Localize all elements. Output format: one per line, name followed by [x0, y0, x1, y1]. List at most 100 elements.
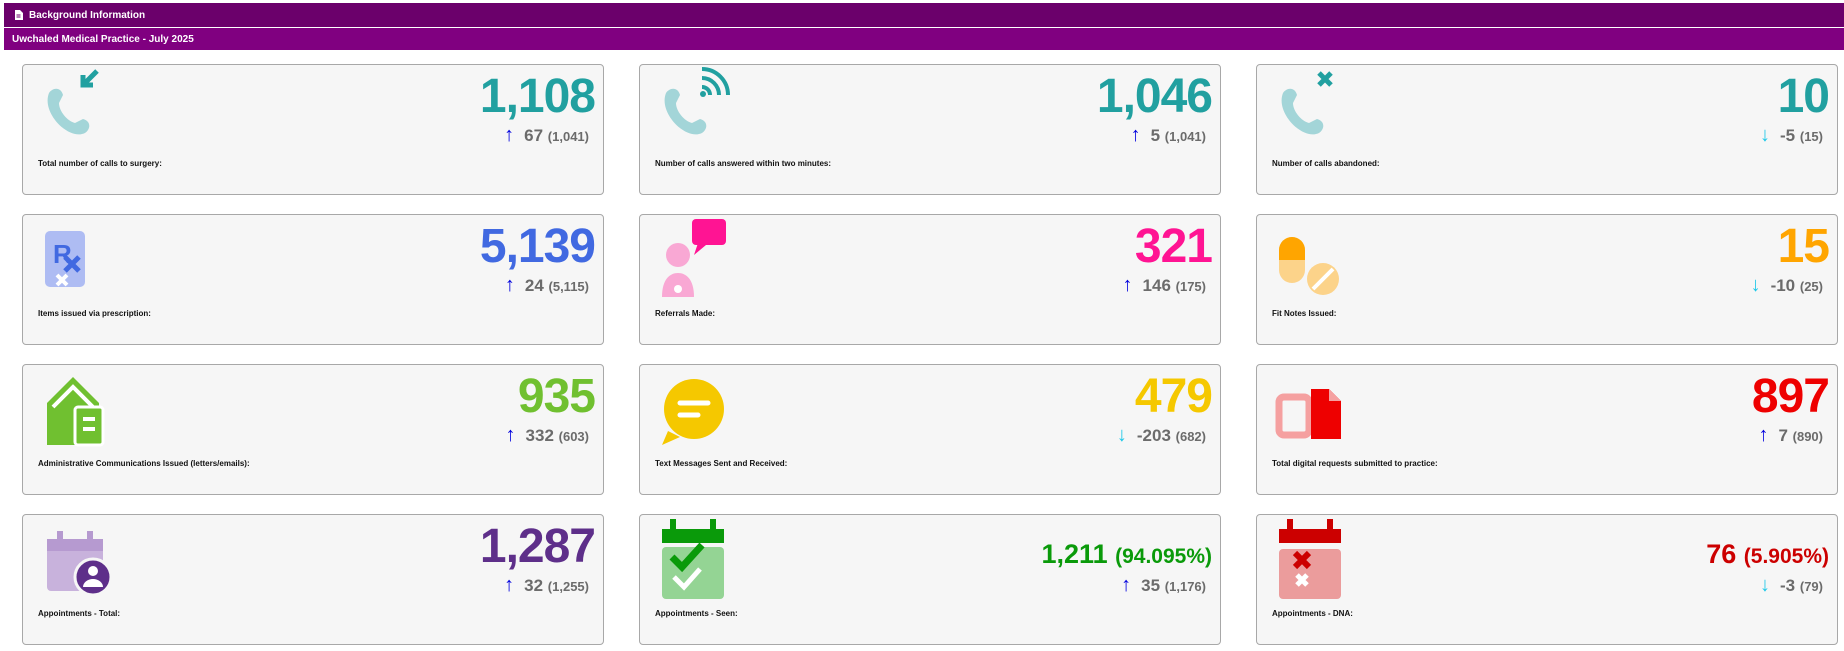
phone-incoming-icon — [47, 69, 99, 135]
arrow-up-icon: ↑ — [1130, 124, 1141, 146]
arrow-down-icon: ↓ — [1750, 274, 1761, 296]
arrow-up-icon: ↑ — [504, 574, 515, 596]
pills-icon — [1279, 237, 1339, 295]
change-value: -203 — [1136, 426, 1171, 445]
stat-value: 76 (5.905%) — [1706, 539, 1829, 569]
calendar-x-icon — [1279, 519, 1341, 599]
stat-percent: (5.905%) — [1743, 545, 1829, 568]
previous-value: (1,176) — [1164, 579, 1206, 594]
previous-value: (1,041) — [547, 129, 589, 144]
previous-value: (5,115) — [548, 279, 589, 294]
arrow-up-icon: ↑ — [504, 124, 515, 146]
change-value: 32 — [524, 576, 544, 595]
stat-card: 1,287 ↑ 32 (1,255) Appointments - Total: — [22, 514, 604, 645]
stat-change: ↑ 67 (1,041) — [504, 124, 589, 147]
stat-label: Total digital requests submitted to prac… — [1272, 459, 1438, 468]
stat-change: ↑ 332 (603) — [506, 424, 589, 447]
stat-card: 479 ↓ -203 (682) Text Messages Sent and R… — [639, 364, 1221, 495]
previous-value: (603) — [558, 429, 589, 444]
phone-missed-icon — [1281, 71, 1333, 135]
stat-label: Number of calls abandoned: — [1272, 159, 1380, 168]
stat-card: 321 ↑ 146 (175) Referrals Made: — [639, 214, 1221, 345]
stat-change: ↓ -203 (682) — [1117, 424, 1206, 447]
stat-value: 935 — [517, 370, 596, 423]
practice-title: Uwchaled Medical Practice - July 2025 — [12, 33, 194, 45]
stat-change: ↓ -10 (25) — [1751, 274, 1823, 297]
stat-change: ↑ 5 (1,041) — [1131, 124, 1206, 147]
stat-value: 1,046 — [1096, 70, 1213, 123]
prescription-icon: R — [45, 231, 85, 287]
doctor-chat-icon — [662, 219, 726, 297]
change-value: 332 — [525, 426, 554, 445]
document-icon — [15, 10, 23, 20]
change-value: 67 — [524, 126, 544, 145]
stat-value: 1,108 — [479, 70, 596, 123]
stat-value: 15 — [1777, 220, 1830, 273]
stat-card: 897 ↑ 7 (890) Total digital requests subm… — [1256, 364, 1838, 495]
change-value: 35 — [1141, 576, 1161, 595]
stat-card: 76 (5.905%) ↓ -3 (79) Appointments - DNA: — [1256, 514, 1838, 645]
stat-change: ↑ 24 (5,115) — [505, 274, 589, 297]
arrow-up-icon: ↑ — [1121, 574, 1132, 596]
previous-value: (890) — [1792, 429, 1823, 444]
stat-card: 1,211 (94.095%) ↑ 35 (1,176) Appointments… — [639, 514, 1221, 645]
stat-card: 10 ↓ -5 (15) Number of calls abandoned: — [1256, 64, 1838, 195]
change-value: -5 — [1780, 126, 1796, 145]
previous-value: (1,255) — [547, 579, 589, 594]
stat-value: 321 — [1134, 220, 1213, 273]
stat-label: Total number of calls to surgery: — [38, 159, 162, 168]
stat-label: Number of calls answered within two minu… — [655, 159, 832, 168]
stat-label: Referrals Made: — [655, 309, 716, 318]
previous-value: (682) — [1175, 429, 1206, 444]
stat-change: ↑ 35 (1,176) — [1121, 574, 1206, 597]
stat-label: Text Messages Sent and Received: — [655, 459, 788, 468]
stat-card: 15 ↓ -10 (25) Fit Notes Issued: — [1256, 214, 1838, 345]
calendar-user-icon — [47, 531, 113, 597]
calendar-check-icon — [662, 519, 724, 599]
change-value: 5 — [1150, 126, 1161, 145]
stat-card: 935 ↑ 332 (603) Administrative Communicat… — [22, 364, 604, 495]
stat-card: 1,108 ↑ 67 (1,041) Total number of calls … — [22, 64, 604, 195]
change-value: 146 — [1142, 276, 1171, 295]
stat-value: 5,139 — [479, 220, 596, 273]
stat-change: ↓ -3 (79) — [1760, 574, 1823, 597]
stat-percent: (94.095%) — [1115, 545, 1212, 568]
stat-value: 1,287 — [479, 520, 596, 573]
arrow-up-icon: ↑ — [505, 424, 516, 446]
stat-value: 897 — [1751, 370, 1830, 423]
stats-grid: 1,108 ↑ 67 (1,041) Total number of calls … — [22, 64, 1838, 645]
change-value: 24 — [524, 276, 544, 295]
previous-value: (15) — [1799, 129, 1823, 144]
arrow-down-icon: ↓ — [1760, 124, 1771, 146]
change-value: -10 — [1770, 276, 1796, 295]
stat-change: ↑ 146 (175) — [1123, 274, 1206, 297]
stat-label: Items issued via prescription: — [38, 309, 151, 318]
change-value: -3 — [1780, 576, 1796, 595]
section-header[interactable]: Background Information — [4, 3, 1844, 27]
digital-request-icon — [1275, 389, 1341, 439]
stat-card: R 5,139 ↑ 24 (5,115) Items issued via pre… — [22, 214, 604, 345]
previous-value: (175) — [1175, 279, 1206, 294]
stat-label: Administrative Communications Issued (le… — [38, 459, 250, 468]
stat-card: 1,046 ↑ 5 (1,041) Number of calls answere… — [639, 64, 1221, 195]
change-value: 7 — [1778, 426, 1788, 445]
stat-change: ↑ 7 (890) — [1758, 424, 1823, 447]
practice-subheader: Uwchaled Medical Practice - July 2025 — [4, 28, 1844, 50]
stat-change: ↓ -5 (15) — [1760, 124, 1823, 147]
stat-value: 479 — [1134, 370, 1213, 423]
arrow-up-icon: ↑ — [1758, 424, 1769, 446]
stat-change: ↑ 32 (1,255) — [504, 574, 589, 597]
arrow-up-icon: ↑ — [1122, 274, 1133, 296]
previous-value: (79) — [1799, 579, 1823, 594]
message-icon — [662, 379, 724, 445]
stat-label: Appointments - DNA: — [1272, 609, 1353, 618]
stat-label: Appointments - Seen: — [655, 609, 738, 618]
arrow-down-icon: ↓ — [1760, 574, 1771, 596]
stat-value: 1,211 (94.095%) — [1041, 539, 1212, 569]
section-title: Background Information — [29, 9, 146, 21]
previous-value: (25) — [1799, 279, 1823, 294]
previous-value: (1,041) — [1164, 129, 1206, 144]
stat-label: Fit Notes Issued: — [1272, 309, 1337, 318]
phone-answered-icon — [664, 67, 730, 135]
arrow-down-icon: ↓ — [1116, 424, 1127, 446]
